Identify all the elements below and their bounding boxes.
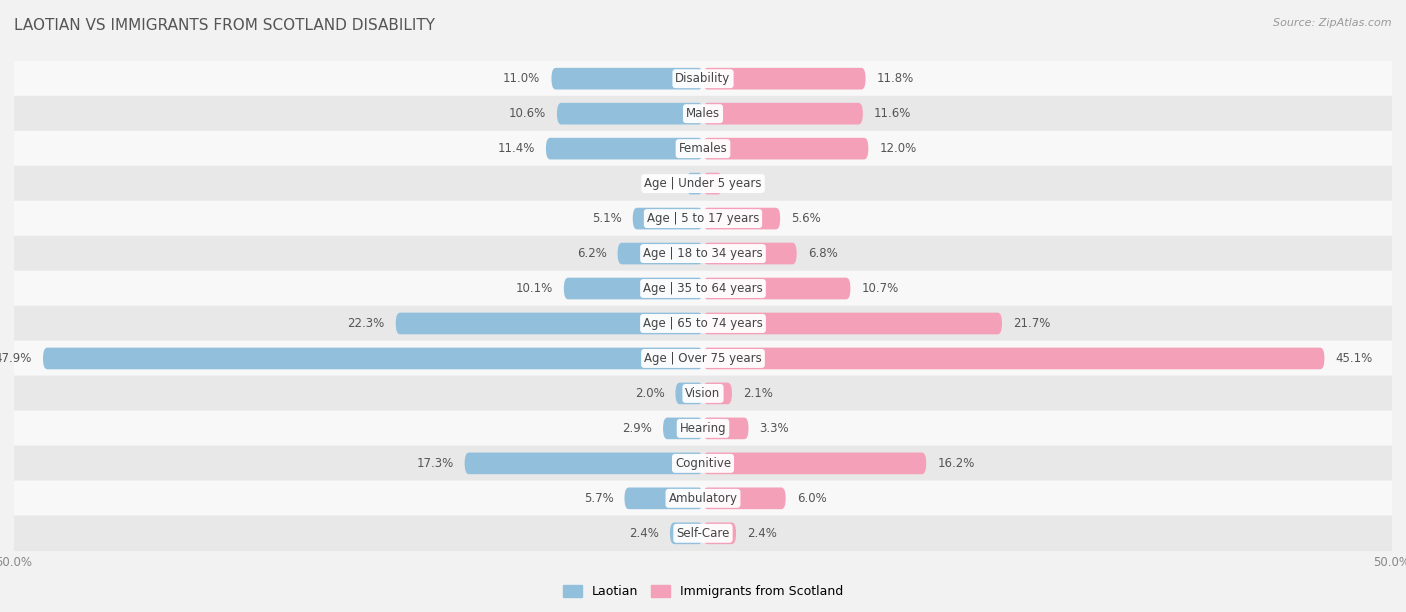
Text: 12.0%: 12.0% [879,142,917,155]
FancyBboxPatch shape [669,523,703,544]
FancyBboxPatch shape [703,243,797,264]
Text: 5.7%: 5.7% [583,492,613,505]
FancyBboxPatch shape [14,341,1392,376]
FancyBboxPatch shape [14,271,1392,307]
FancyBboxPatch shape [14,480,1392,516]
FancyBboxPatch shape [703,68,866,89]
FancyBboxPatch shape [14,305,1392,341]
FancyBboxPatch shape [14,446,1392,481]
FancyBboxPatch shape [14,236,1392,271]
FancyBboxPatch shape [703,452,927,474]
Text: 6.0%: 6.0% [797,492,827,505]
Text: 11.6%: 11.6% [875,107,911,120]
Text: 3.3%: 3.3% [759,422,789,435]
Text: Source: ZipAtlas.com: Source: ZipAtlas.com [1274,18,1392,28]
Text: Age | 5 to 17 years: Age | 5 to 17 years [647,212,759,225]
FancyBboxPatch shape [703,313,1002,334]
FancyBboxPatch shape [703,488,786,509]
Text: 11.8%: 11.8% [876,72,914,85]
Text: 45.1%: 45.1% [1336,352,1372,365]
Text: Age | 35 to 64 years: Age | 35 to 64 years [643,282,763,295]
FancyBboxPatch shape [633,207,703,230]
FancyBboxPatch shape [703,103,863,124]
FancyBboxPatch shape [44,348,703,369]
FancyBboxPatch shape [14,515,1392,551]
Text: Disability: Disability [675,72,731,85]
FancyBboxPatch shape [617,243,703,264]
Text: 11.4%: 11.4% [498,142,534,155]
Text: Age | Over 75 years: Age | Over 75 years [644,352,762,365]
Text: Cognitive: Cognitive [675,457,731,470]
Text: 10.7%: 10.7% [862,282,898,295]
Text: LAOTIAN VS IMMIGRANTS FROM SCOTLAND DISABILITY: LAOTIAN VS IMMIGRANTS FROM SCOTLAND DISA… [14,18,434,34]
Text: Self-Care: Self-Care [676,527,730,540]
FancyBboxPatch shape [464,452,703,474]
Text: 6.8%: 6.8% [807,247,838,260]
FancyBboxPatch shape [14,411,1392,446]
FancyBboxPatch shape [686,173,703,195]
FancyBboxPatch shape [551,68,703,89]
Text: Age | Under 5 years: Age | Under 5 years [644,177,762,190]
Text: 11.0%: 11.0% [503,72,540,85]
FancyBboxPatch shape [14,131,1392,166]
FancyBboxPatch shape [703,138,869,160]
FancyBboxPatch shape [664,417,703,439]
FancyBboxPatch shape [14,61,1392,97]
FancyBboxPatch shape [14,201,1392,236]
Text: 10.1%: 10.1% [516,282,553,295]
Text: 2.0%: 2.0% [634,387,665,400]
FancyBboxPatch shape [703,278,851,299]
Text: Age | 65 to 74 years: Age | 65 to 74 years [643,317,763,330]
FancyBboxPatch shape [14,376,1392,411]
FancyBboxPatch shape [14,166,1392,201]
Text: 10.6%: 10.6% [509,107,546,120]
FancyBboxPatch shape [14,96,1392,132]
FancyBboxPatch shape [624,488,703,509]
Text: 2.4%: 2.4% [747,527,778,540]
Text: 2.4%: 2.4% [628,527,659,540]
FancyBboxPatch shape [703,207,780,230]
Text: 16.2%: 16.2% [938,457,974,470]
FancyBboxPatch shape [546,138,703,160]
Text: Vision: Vision [685,387,721,400]
Text: 1.4%: 1.4% [734,177,763,190]
Legend: Laotian, Immigrants from Scotland: Laotian, Immigrants from Scotland [558,580,848,603]
Text: 22.3%: 22.3% [347,317,385,330]
Text: 5.1%: 5.1% [592,212,621,225]
FancyBboxPatch shape [564,278,703,299]
Text: 21.7%: 21.7% [1012,317,1050,330]
Text: 47.9%: 47.9% [0,352,32,365]
Text: 17.3%: 17.3% [416,457,454,470]
Text: Ambulatory: Ambulatory [668,492,738,505]
Text: 6.2%: 6.2% [576,247,606,260]
Text: Females: Females [679,142,727,155]
FancyBboxPatch shape [703,173,723,195]
FancyBboxPatch shape [703,523,737,544]
Text: 5.6%: 5.6% [792,212,821,225]
Text: Males: Males [686,107,720,120]
FancyBboxPatch shape [675,382,703,405]
Text: Age | 18 to 34 years: Age | 18 to 34 years [643,247,763,260]
FancyBboxPatch shape [557,103,703,124]
FancyBboxPatch shape [703,348,1324,369]
FancyBboxPatch shape [703,382,733,405]
FancyBboxPatch shape [703,417,748,439]
Text: 2.1%: 2.1% [742,387,773,400]
FancyBboxPatch shape [395,313,703,334]
Text: 2.9%: 2.9% [621,422,652,435]
Text: Hearing: Hearing [679,422,727,435]
Text: 1.2%: 1.2% [645,177,675,190]
